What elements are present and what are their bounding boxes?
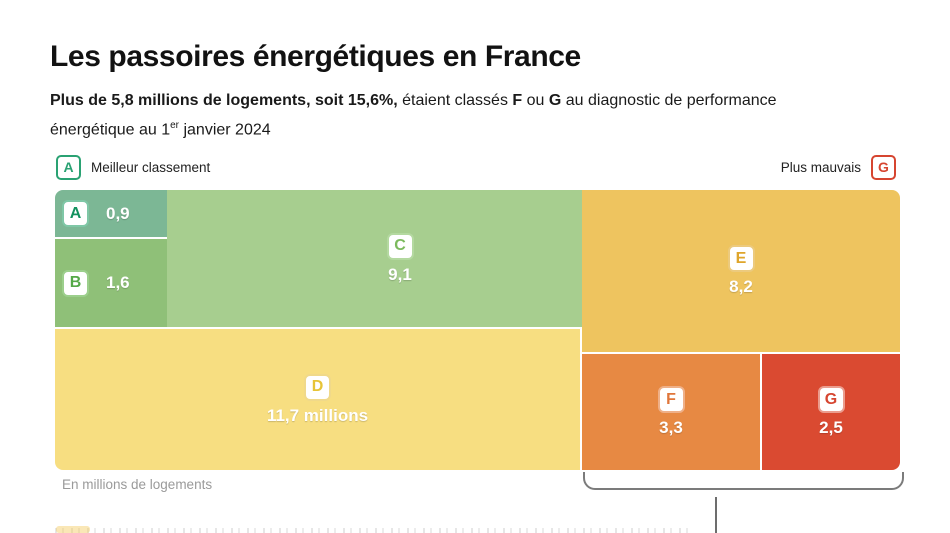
cell-value-c: 9,1 <box>388 264 412 284</box>
treemap-cell-a: A 0,9 <box>55 190 172 237</box>
fg-group-bracket <box>583 472 904 490</box>
cell-value-f: 3,3 <box>659 418 683 437</box>
fg-callout-line <box>715 497 717 533</box>
subtitle-text: au diagnostic de performance énergétique… <box>50 92 777 139</box>
subtitle-bold-f: F <box>512 92 523 109</box>
cutoff-badge-smudge <box>56 526 90 533</box>
cell-value-d: 11,7 millions <box>266 405 369 425</box>
legend-worst-label: Plus mauvais <box>780 159 861 175</box>
cutoff-text-strip <box>55 528 695 533</box>
subtitle-text: étaient classés <box>397 92 513 109</box>
subtitle-text: janvier 2024 <box>179 121 271 139</box>
dpe-class-a-icon: A <box>62 200 89 227</box>
treemap-cell-c: C 9,1 <box>167 190 633 327</box>
subtitle-superscript: er <box>170 120 180 131</box>
cell-value-a: 0,9 <box>106 203 130 223</box>
dpe-class-d-icon: D <box>304 373 331 401</box>
dpe-class-f-icon: F <box>657 386 685 413</box>
dpe-class-a-icon: A <box>56 154 81 180</box>
subtitle-bold-figure: Plus de 5,8 millions de logements, soit … <box>50 92 398 109</box>
page-title: Les passoires énergétiques en France <box>50 40 581 73</box>
dpe-class-b-icon: B <box>62 269 89 297</box>
subtitle-text: ou <box>522 92 549 109</box>
legend-best-label: Meilleur classement <box>91 159 211 175</box>
dpe-class-g-icon: G <box>871 154 896 180</box>
treemap-cell-g: G 2,5 <box>762 354 900 470</box>
dpe-class-e-icon: E <box>727 245 755 272</box>
dpe-class-c-icon: C <box>386 232 414 260</box>
legend-best: A Meilleur classement <box>56 154 211 180</box>
treemap-cell-b: B 1,6 <box>55 239 172 327</box>
treemap-cell-d: D 11,7 millions <box>55 329 580 470</box>
treemap-chart: A 0,9 B 1,6 C 9,1 E 8,2 D 11,7 millions … <box>55 188 900 470</box>
cell-value-e: 8,2 <box>729 277 753 296</box>
dpe-class-g-icon: G <box>817 386 845 413</box>
subtitle-bold-g: G <box>548 92 562 109</box>
treemap-cell-e: E 8,2 <box>582 190 900 352</box>
page-subtitle: Plus de 5,8 millions de logements, soit … <box>50 88 780 142</box>
treemap-cell-f: F 3,3 <box>582 354 760 470</box>
unit-note: En millions de logements <box>62 477 213 492</box>
cell-value-b: 1,6 <box>106 273 130 292</box>
legend-worst: Plus mauvais G <box>780 154 896 180</box>
cell-value-g: 2,5 <box>819 418 843 437</box>
